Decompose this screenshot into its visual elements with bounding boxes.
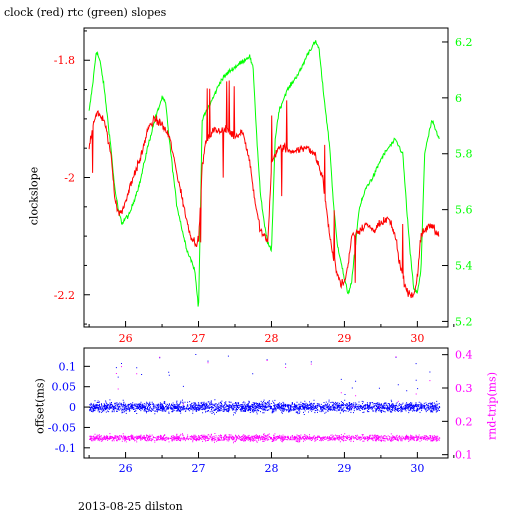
series-rtc-line — [88, 40, 440, 307]
bottom-right-y-axis-label: rnd-trip(ms) — [485, 372, 499, 440]
bottom-x-tick-label: 26 — [119, 462, 133, 475]
top-left-y-tick-label: -2 — [64, 172, 75, 185]
top-y-axis-label: clockslope — [27, 166, 41, 226]
top-x-tick-label: 28 — [264, 332, 278, 345]
bottom-left-y-axis-label: offset(ms) — [33, 378, 47, 434]
bottom-right-y-tick-label: 0.3 — [455, 382, 473, 395]
bottom-plot-frame — [83, 347, 449, 459]
top-right-y-tick-label: 5.2 — [455, 315, 473, 328]
bottom-right-y-tick-label: 0.4 — [455, 349, 473, 362]
top-right-y-tick-label: 5.6 — [455, 204, 473, 217]
top-x-tick-label: 26 — [119, 332, 133, 345]
bottom-left-y-tick-label: 0.05 — [52, 381, 77, 394]
bottom-left-y-tick-label: -0.1 — [55, 442, 76, 455]
top-right-y-tick-label: 5.4 — [455, 260, 473, 273]
top-left-y-tick-label: -1.8 — [54, 54, 75, 67]
series-offset-points — [89, 354, 441, 416]
series-rnd-trip-points — [89, 356, 441, 444]
bottom-x-tick-label: 28 — [264, 462, 278, 475]
top-right-y-tick-label: 6 — [455, 92, 462, 105]
bottom-left-y-tick-label: -0.05 — [48, 421, 76, 434]
bottom-x-tick-label: 29 — [337, 462, 351, 475]
chart-title: clock (red) rtc (green) slopes — [4, 6, 167, 19]
bottom-left-y-tick-label: 0 — [69, 401, 76, 414]
top-right-y-tick-label: 5.8 — [455, 148, 473, 161]
bottom-x-tick-label: 30 — [410, 462, 424, 475]
top-left-y-tick-label: -2.2 — [54, 289, 75, 302]
bottom-right-y-tick-label: 0.2 — [455, 415, 473, 428]
bottom-x-tick-label: 27 — [192, 462, 206, 475]
bottom-right-y-tick-label: 0.1 — [455, 449, 473, 462]
series-clock-line — [88, 80, 440, 299]
top-x-tick-label: 27 — [192, 332, 206, 345]
footer-caption: 2013-08-25 dilston — [78, 500, 183, 513]
top-x-tick-label: 30 — [410, 332, 424, 345]
top-plot-frame — [83, 27, 449, 328]
top-x-tick-label: 29 — [337, 332, 351, 345]
bottom-left-y-tick-label: 0.1 — [59, 360, 77, 373]
top-right-y-tick-label: 6.2 — [455, 36, 473, 49]
